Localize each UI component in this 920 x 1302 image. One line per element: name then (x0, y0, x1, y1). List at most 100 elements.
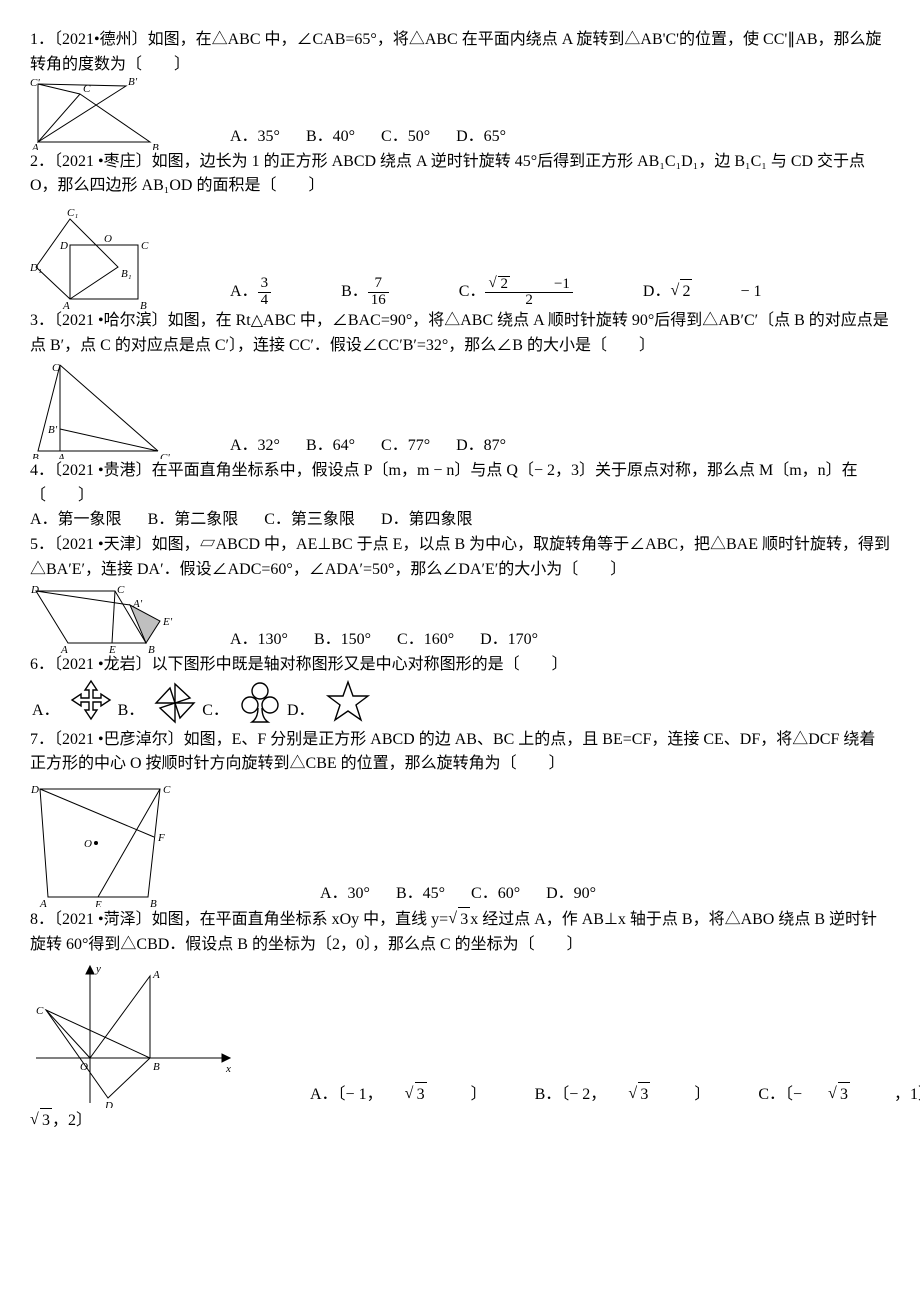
svg-text:D: D (104, 1100, 113, 1108)
svg-text:E': E' (162, 616, 173, 628)
q7-optB: B．45° (396, 885, 445, 902)
svg-text:C: C (52, 362, 60, 374)
svg-text:A: A (62, 300, 70, 309)
q3-optA: A．32° (230, 437, 280, 454)
q7-options: A．30° B．45° C．60° D．90° (320, 882, 618, 907)
svg-text:D: D (30, 584, 39, 596)
svg-text:B: B (32, 452, 39, 459)
q2-optC: C．2−12 (459, 283, 617, 300)
q6-iconC-club-icon (235, 678, 285, 728)
q5-figure: D C A B E A' E' (30, 583, 200, 653)
q4-optB: B．第二象限 (148, 511, 239, 528)
svg-text:A: A (31, 142, 39, 150)
q7-optA: A．30° (320, 885, 370, 902)
q8-figure: OxyABCD (30, 958, 250, 1108)
q5-optC: C．160° (397, 631, 454, 648)
svg-text:A: A (39, 898, 47, 907)
q8-optD-tail: 3，2〕 (30, 1108, 890, 1134)
q7-text: 7．〔2021 •巴彦淖尔〕如图，E、F 分别是正方形 ABCD 的边 AB、B… (30, 728, 890, 778)
q1-optC: C．50° (381, 128, 430, 145)
q4-text: 4．〔2021 •贵港〕在平面直角坐标系中，假设点 P〔m，m − n〕与点 Q… (30, 459, 890, 509)
svg-text:y: y (95, 963, 101, 975)
svg-text:x: x (225, 1063, 231, 1075)
svg-text:D: D (30, 784, 39, 796)
svg-text:A: A (152, 969, 160, 981)
q7-figure: A B C D E F O (30, 777, 230, 907)
q5-optB: B．150° (314, 631, 371, 648)
q1-optA: A．35° (230, 128, 280, 145)
q3-optB: B．64° (306, 437, 355, 454)
svg-text:B': B' (48, 424, 58, 436)
q2-text: 2．〔2021 •枣庄〕如图，边长为 1 的正方形 ABCD 绕点 A 逆时针旋… (30, 150, 890, 200)
svg-text:B₁: B₁ (121, 268, 132, 280)
q1-optB: B．40° (306, 128, 355, 145)
q8-options: A．〔− 1，3〕 B．〔− 2，3〕 C．〔− 3，1〕 D．〔− (310, 1082, 920, 1108)
q4-options: A．第一象限 B．第二象限 C．第三象限 D．第四象限 (30, 508, 890, 533)
svg-text:A': A' (132, 598, 143, 610)
svg-text:C₁: C₁ (67, 207, 78, 219)
q3-figure: BAC'CB' (30, 359, 200, 459)
svg-text:E: E (94, 899, 102, 907)
svg-text:O: O (84, 838, 92, 850)
q3-text: 3．〔2021 •哈尔滨〕如图，在 Rt△ABC 中，∠BAC=90°，将△AB… (30, 309, 890, 359)
q8-optC: C．〔− 3，1〕 (758, 1086, 920, 1103)
q5-optA: A．130° (230, 631, 288, 648)
q6-options: A． B． C． D． (30, 678, 890, 728)
q8-optB: B．〔− 2，3〕 (535, 1086, 733, 1103)
svg-text:A: A (60, 644, 68, 653)
q7-optC: C．60° (471, 885, 520, 902)
q4-optD: D．第四象限 (381, 511, 473, 528)
svg-text:D: D (59, 240, 68, 252)
q8-optA: A．〔− 1，3〕 (310, 1086, 509, 1103)
svg-text:D₁: D₁ (30, 262, 42, 274)
q6-labelA: A． (32, 699, 60, 724)
q2-options: A．34 B．716 C．2−12 D．2 − 1 (230, 276, 784, 310)
svg-text:C: C (141, 240, 149, 252)
q6-text: 6．〔2021 •龙岩〕以下图形中既是轴对称图形又是中心对称图形的是〔 〕 (30, 653, 890, 678)
svg-text:B': B' (128, 78, 138, 88)
q2-row: A B C D B₁ C₁ D₁ O A．34 B．716 C．2−12 D．2 − 1 (30, 199, 890, 309)
q6-iconD-star-icon (321, 678, 375, 728)
q8-text: 8．〔2021 •菏泽〕如图，在平面直角坐标系 xOy 中，直线 y=3x 经过… (30, 907, 890, 958)
q2-optD: D．2 − 1 (643, 283, 762, 300)
q1-options: A．35° B．40° C．50° D．65° (230, 125, 528, 150)
q5-options: A．130° B．150° C．160° D．170° (230, 628, 560, 653)
svg-text:C: C (117, 584, 125, 596)
q4-optA: A．第一象限 (30, 511, 122, 528)
q7-row: A B C D E F O A．30° B．45° C．60° D．90° (30, 777, 890, 907)
svg-text:B: B (152, 142, 159, 150)
q6-iconB-pinwheel-icon (150, 678, 200, 728)
q1-row: A B C C' B' A．35° B．40° C．50° D．65° (30, 78, 890, 150)
q3-optC: C．77° (381, 437, 430, 454)
q2-figure: A B C D B₁ C₁ D₁ O (30, 199, 200, 309)
q1-optD: D．65° (456, 128, 506, 145)
svg-text:B: B (140, 300, 147, 309)
svg-text:C: C (83, 83, 91, 95)
q2-optA: A．34 (230, 283, 315, 300)
q6-labelD: D． (287, 699, 315, 724)
q6-labelC: C． (202, 699, 229, 724)
q6-iconA-cross-arrows-icon (66, 678, 116, 728)
svg-text:E: E (108, 644, 116, 653)
q8-row: OxyABCD A．〔− 1，3〕 B．〔− 2，3〕 C．〔− 3，1〕 D．… (30, 958, 890, 1108)
q6-labelB: B． (118, 699, 145, 724)
svg-text:O: O (104, 233, 112, 245)
svg-text:B: B (153, 1061, 160, 1073)
q2-optB: B．716 (341, 283, 433, 300)
q3-options: A．32° B．64° C．77° D．87° (230, 434, 528, 459)
q4-optC: C．第三象限 (264, 511, 355, 528)
q1-figure: A B C C' B' (30, 78, 200, 150)
q5-row: D C A B E A' E' A．130° B．150° C．160° D．170° (30, 583, 890, 653)
q7-optD: D．90° (546, 885, 596, 902)
svg-text:B: B (148, 644, 155, 653)
svg-text:C: C (36, 1005, 44, 1017)
q5-optD: D．170° (480, 631, 538, 648)
q5-text: 5．〔2021 •天津〕如图，▱ABCD 中，AE⊥BC 于点 E，以点 B 为… (30, 533, 890, 583)
svg-text:C: C (163, 784, 171, 796)
q1-text: 1．〔2021•德州〕如图，在△ABC 中，∠CAB=65°，将△ABC 在平面… (30, 28, 890, 78)
svg-text:A: A (57, 452, 65, 459)
svg-text:B: B (150, 898, 157, 907)
svg-text:C': C' (30, 78, 40, 89)
q3-optD: D．87° (456, 437, 506, 454)
svg-text:F: F (157, 832, 165, 844)
